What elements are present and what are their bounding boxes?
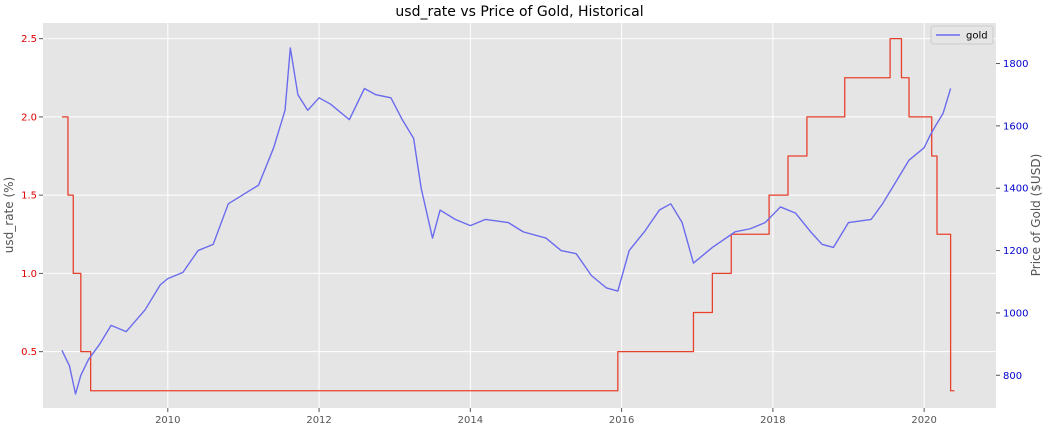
left-tick-label: 0.5 — [21, 347, 37, 358]
right-tick-label: 1000 — [1003, 308, 1028, 319]
series-line-gold — [61, 47, 952, 395]
plot-area — [43, 23, 996, 408]
right-tick-label: 1400 — [1003, 184, 1028, 195]
left-tick-label: 2.5 — [21, 34, 37, 45]
right-axis: 800 1000 1200 1400 1600 1800 — [996, 59, 1028, 382]
right-tick-label: 1600 — [1003, 121, 1028, 132]
x-tick-label: 2012 — [306, 415, 331, 425]
chart-title: usd_rate vs Price of Gold, Historical — [395, 4, 643, 20]
x-axis: 2010 2012 2014 2016 2018 2020 — [155, 408, 937, 425]
x-tick-label: 2014 — [458, 415, 483, 425]
x-tick-label: 2018 — [760, 415, 785, 425]
right-tick-label: 800 — [1003, 371, 1022, 382]
right-axis-label: Price of Gold ($USD) — [1029, 154, 1043, 277]
legend-label-gold: gold — [966, 31, 988, 42]
left-tick-label: 1.5 — [21, 191, 37, 202]
right-tick-label: 1800 — [1003, 59, 1028, 70]
legend: gold — [930, 25, 994, 45]
x-tick-label: 2020 — [911, 415, 936, 425]
x-tick-label: 2010 — [155, 415, 180, 425]
left-axis: 0.5 1.0 1.5 2.0 2.5 — [21, 34, 43, 358]
left-tick-label: 2.0 — [21, 112, 37, 123]
legend-box — [930, 25, 994, 45]
left-tick-label: 1.0 — [21, 269, 37, 280]
left-axis-label: usd_rate (%) — [2, 177, 16, 253]
x-tick-label: 2016 — [609, 415, 634, 425]
series-layer — [61, 38, 955, 395]
series-line-usd-rate — [61, 38, 955, 392]
right-tick-label: 1200 — [1003, 246, 1028, 257]
